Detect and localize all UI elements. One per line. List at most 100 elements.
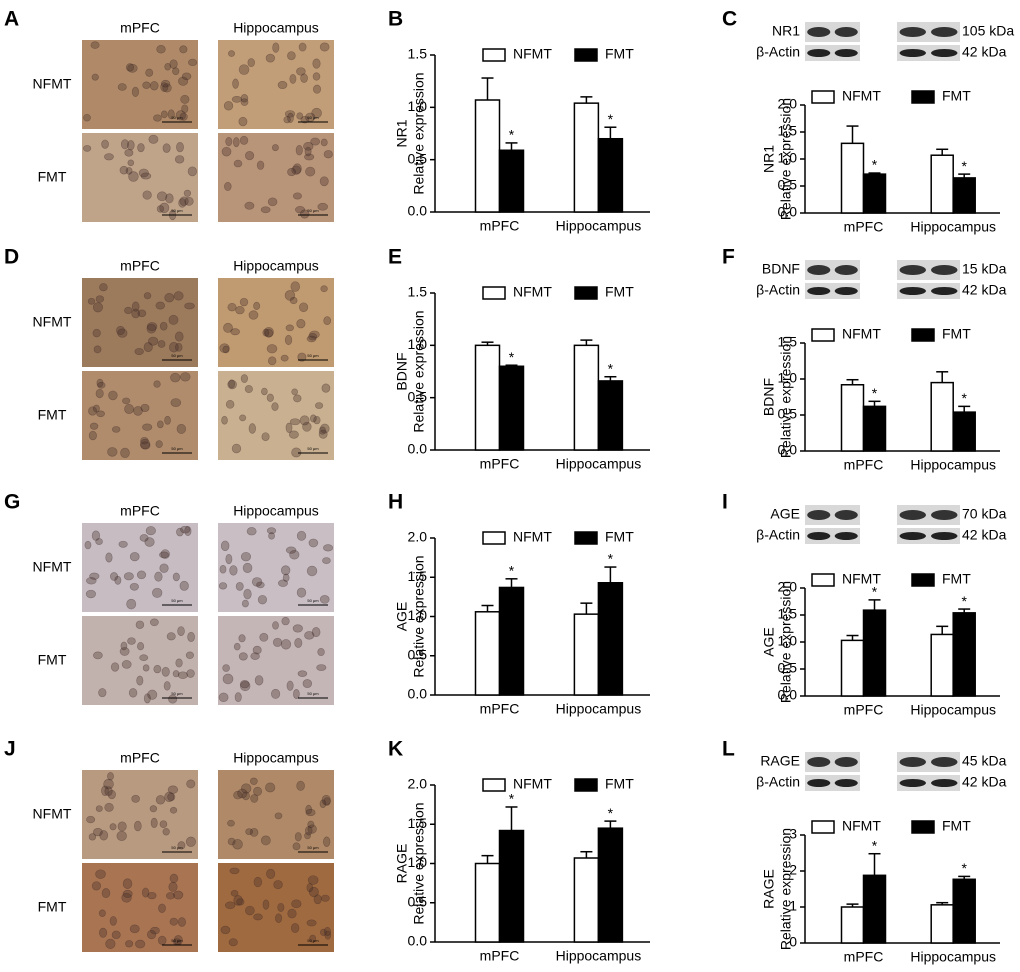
legend-label: NFMT: [842, 88, 881, 104]
cell: [118, 540, 128, 548]
x-tick-label: Hippocampus: [556, 218, 642, 234]
cell: [319, 423, 330, 434]
blot-control-size: 42 kDa: [962, 774, 1007, 790]
bar: [498, 365, 525, 451]
cell: [131, 86, 140, 97]
cell: [91, 530, 101, 541]
y-tick-label: 1.5: [408, 284, 428, 300]
column-label: mPFC: [120, 20, 160, 36]
legend-swatch: [574, 286, 598, 300]
cell: [271, 402, 279, 411]
bar: [474, 99, 501, 213]
panel-letter: F: [722, 246, 735, 269]
cell: [320, 285, 328, 293]
cell: [92, 328, 101, 338]
cell: [296, 112, 304, 120]
cell: [240, 374, 249, 383]
cell: [139, 534, 149, 542]
band: [931, 27, 958, 37]
x-tick-label: mPFC: [480, 701, 520, 717]
cell: [271, 688, 281, 699]
legend-label: NFMT: [513, 529, 552, 545]
cell: [149, 618, 159, 627]
cell: [144, 537, 155, 547]
micrograph: [218, 770, 334, 859]
band: [834, 27, 858, 37]
cell: [221, 415, 228, 425]
panel-letter: C: [722, 8, 737, 31]
cell: [227, 819, 235, 827]
legend-label: FMT: [942, 571, 971, 587]
cell: [126, 598, 137, 610]
legend-label: FMT: [942, 818, 971, 834]
y-tick-label: 1.0: [408, 854, 428, 870]
cell: [150, 926, 160, 935]
cell: [83, 145, 92, 152]
legend-swatch: [482, 48, 506, 62]
cell: [110, 572, 119, 581]
y-tick-label: 1.5: [408, 568, 428, 584]
blot-target-label: RAGE: [760, 753, 800, 769]
significance-mark: *: [608, 360, 614, 376]
blot-control-label: β-Actin: [756, 527, 800, 543]
band: [834, 532, 858, 540]
cell: [175, 110, 186, 121]
cell: [231, 443, 242, 454]
cell: [104, 153, 114, 161]
cell: [86, 815, 96, 824]
cell: [124, 149, 134, 157]
scale-bar-label: 50 μm: [307, 208, 319, 213]
cell: [137, 642, 145, 651]
cell: [159, 563, 169, 573]
x-tick-label: mPFC: [480, 948, 520, 964]
y-tick-label: 1: [789, 898, 797, 914]
cell: [176, 423, 186, 434]
cell: [288, 430, 299, 439]
bar: [474, 344, 501, 451]
cell: [131, 301, 140, 312]
cell: [84, 540, 92, 550]
cell: [302, 679, 313, 689]
scale-bar-label: 50 μm: [307, 691, 319, 696]
cell: [159, 202, 170, 214]
bar: [952, 177, 976, 214]
y-axis-title: RAGE: [761, 869, 777, 909]
y-axis-title: RAGE: [394, 844, 410, 884]
blot-control-label: β-Actin: [756, 282, 800, 298]
cell: [104, 802, 114, 812]
panel-letter: H: [388, 491, 403, 514]
cell: [230, 889, 239, 897]
cell: [170, 398, 182, 407]
cell: [101, 139, 109, 149]
cell: [160, 82, 169, 92]
cell: [304, 631, 315, 640]
cell: [162, 828, 170, 836]
cell: [296, 530, 307, 541]
column-label: mPFC: [120, 503, 160, 519]
bar: [597, 827, 624, 943]
cell: [175, 342, 183, 352]
cell: [116, 325, 125, 335]
band: [899, 49, 926, 57]
y-axis-title: NR1: [761, 145, 777, 173]
significance-mark: *: [608, 111, 614, 127]
cell: [119, 165, 129, 175]
row-label: FMT: [38, 652, 67, 668]
cell: [137, 143, 145, 153]
cell: [164, 791, 175, 803]
cell: [219, 564, 227, 574]
cell: [223, 101, 234, 111]
cell: [237, 788, 248, 799]
bar: [840, 142, 865, 214]
cell: [292, 624, 303, 633]
y-tick-label: 0.5: [778, 177, 798, 193]
y-tick-label: 3: [789, 826, 797, 842]
cell: [287, 112, 294, 123]
cell: [160, 549, 170, 559]
cell: [227, 837, 236, 846]
cell: [179, 45, 188, 54]
blot-control-size: 42 kDa: [962, 527, 1007, 543]
y-axis-title: Relative expression: [411, 555, 427, 677]
cell: [156, 205, 165, 213]
cell: [225, 553, 233, 565]
